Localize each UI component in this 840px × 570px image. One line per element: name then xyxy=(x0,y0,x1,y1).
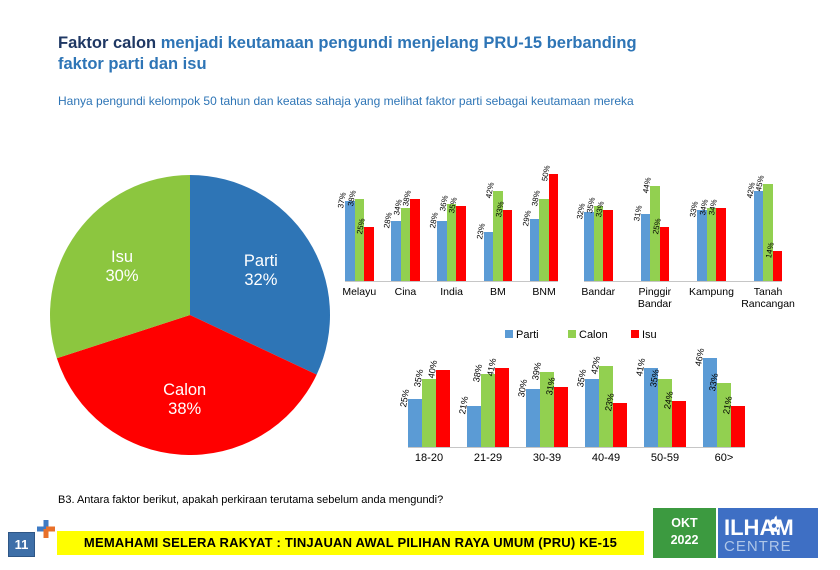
svg-text:Isu: Isu xyxy=(111,248,133,266)
svg-text:30%: 30% xyxy=(105,267,138,285)
svg-text:38%: 38% xyxy=(168,400,201,418)
svg-text:32%: 32% xyxy=(244,271,277,289)
svg-text:Parti: Parti xyxy=(244,252,278,270)
svg-text:CENTRE: CENTRE xyxy=(724,538,792,555)
svg-text:ILHAM: ILHAM xyxy=(724,515,794,540)
svg-text:Calon: Calon xyxy=(163,381,206,399)
